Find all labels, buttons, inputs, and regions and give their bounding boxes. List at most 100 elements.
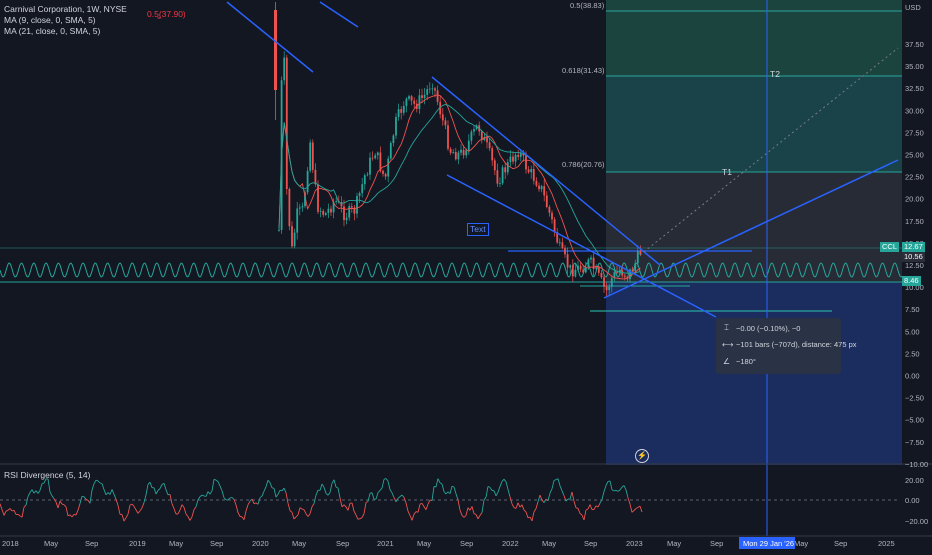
candle-body [606, 287, 608, 290]
rsi-segment [544, 499, 546, 503]
candle-body [580, 266, 582, 270]
rsi-segment [550, 489, 552, 493]
rsi-segment [484, 497, 486, 500]
rsi-segment [220, 486, 222, 491]
trend-line-topleft-2[interactable] [320, 2, 358, 27]
text-annotation[interactable]: Text [467, 223, 489, 236]
candle-body [291, 226, 293, 246]
rsi-segment [72, 514, 74, 517]
trend-line-topleft[interactable] [227, 2, 313, 72]
candle-body [590, 258, 592, 260]
rsi-segment [630, 504, 632, 512]
price-range-icon: ⌶ [722, 323, 731, 333]
rsi-segment [532, 512, 534, 521]
candlestick-series[interactable] [274, 2, 641, 296]
time-tick: May [794, 539, 808, 548]
rsi-segment [238, 513, 240, 517]
price-tick: 17.50 [905, 217, 924, 226]
rsi-legend[interactable]: RSI Divergence (5, 14) [4, 470, 90, 480]
rsi-segment [398, 497, 400, 499]
rsi-segment [540, 495, 542, 500]
candle-body [497, 170, 499, 183]
time-tick: Sep [210, 539, 223, 548]
candle-body [309, 143, 311, 171]
time-tick: Sep [460, 539, 473, 548]
chart-legend[interactable]: Carnival Corporation, 1W, NYSE MA (9, cl… [4, 4, 127, 37]
candle-body [588, 259, 590, 267]
fib-label-05: 0.5(38.83) [570, 1, 605, 10]
symbol-title[interactable]: Carnival Corporation, 1W, NYSE [4, 4, 127, 15]
rsi-segment [402, 495, 404, 497]
rsi-segment [626, 490, 628, 498]
rsi-segment [534, 509, 536, 512]
rsi-segment [604, 486, 606, 492]
rsi-segment [180, 505, 182, 510]
ma21-legend[interactable]: MA (21, close, 0, SMA, 5) [4, 26, 127, 37]
rsi-segment [232, 497, 234, 499]
ma9-legend[interactable]: MA (9, close, 0, SMA, 5) [4, 15, 127, 26]
candle-body [512, 157, 514, 162]
rsi-segment [164, 483, 166, 489]
rsi-tick: −20.00 [905, 517, 928, 526]
measure-bars-text: −101 bars (−707d), distance: 475 px [736, 340, 857, 349]
rsi-segment [320, 484, 322, 491]
rsi-segment [18, 514, 20, 515]
rsi-segment [178, 510, 180, 514]
rsi-segment [78, 504, 80, 511]
rsi-segment [34, 491, 36, 494]
rsi-axis: 20.000.00−20.00 [905, 476, 928, 526]
rsi-segment [114, 494, 116, 499]
candle-body [359, 193, 361, 196]
candle-body [442, 114, 444, 120]
rsi-segment [496, 492, 498, 496]
rsi-segment [454, 487, 456, 494]
rsi-segment [264, 487, 266, 492]
rsi-segment [366, 502, 368, 503]
angle-icon: ∠ [722, 357, 731, 366]
rsi-segment [432, 487, 434, 501]
rsi-segment [412, 514, 414, 520]
fib-label-0618: 0.618(31.43) [562, 66, 605, 75]
rsi-segment [526, 512, 528, 518]
rsi-segment [236, 505, 238, 513]
candle-body [517, 155, 519, 157]
candle-body [406, 99, 408, 106]
rsi-segment [84, 497, 86, 500]
rsi-segment [58, 501, 60, 508]
rsi-segment [536, 502, 538, 509]
rsi-segment [140, 508, 142, 511]
candle-body [468, 141, 470, 151]
candle-body [616, 272, 618, 273]
price-tick: 12.50 [905, 261, 924, 270]
rsi-segment [442, 484, 444, 492]
candle-body [608, 287, 610, 290]
candle-body [577, 266, 579, 270]
candle-body [582, 270, 584, 273]
rsi-segment [574, 501, 576, 508]
target-t2: T2 [770, 69, 780, 79]
rsi-segment [192, 510, 194, 517]
rsi-segment [124, 518, 126, 521]
price-tick: 7.50 [905, 305, 920, 314]
rsi-segment [380, 488, 382, 490]
rsi-segment [128, 505, 130, 514]
candle-body [437, 90, 439, 101]
candle-body [624, 276, 626, 277]
rsi-segment [160, 485, 162, 489]
time-tick: 2023 [626, 539, 643, 548]
rsi-segment [308, 514, 310, 517]
candle-body [564, 248, 566, 254]
rsi-segment [386, 479, 388, 482]
rsi-segment [372, 493, 374, 500]
rsi-segment [292, 512, 294, 519]
lightning-icon[interactable]: ⚡ [635, 449, 649, 463]
candle-body [549, 207, 551, 213]
rsi-segment [508, 489, 510, 496]
rsi-segment [68, 515, 70, 516]
candle-body [289, 189, 291, 226]
rsi-segment [512, 504, 514, 508]
rsi-tick: 20.00 [905, 476, 924, 485]
date-range-icon: ⟷ [722, 340, 731, 349]
